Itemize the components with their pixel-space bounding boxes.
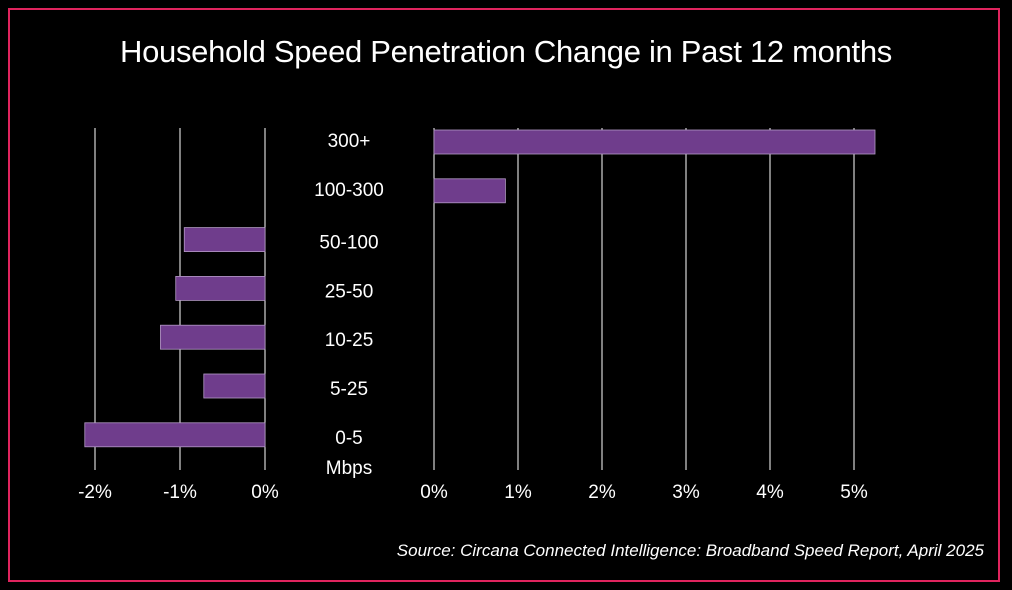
category-label: 5-25: [330, 379, 368, 400]
bar: [203, 373, 266, 399]
category-label: 10-25: [325, 330, 374, 351]
category-label: 0-5: [335, 428, 362, 449]
x-tick-label-negative: -2%: [78, 482, 112, 503]
x-tick-label-negative: -1%: [163, 482, 197, 503]
bar: [175, 275, 266, 301]
x-tick-label-positive: 4%: [756, 482, 784, 503]
bar: [84, 422, 266, 448]
bar: [433, 129, 876, 155]
category-label: 100-300: [314, 180, 384, 201]
category-axis-label: Mbps: [326, 458, 372, 479]
x-tick-label-negative: 0%: [251, 482, 279, 503]
chart-title: Household Speed Penetration Change in Pa…: [120, 34, 892, 69]
source-note: Source: Circana Connected Intelligence: …: [396, 541, 984, 560]
category-label: 50-100: [319, 233, 378, 254]
x-tick-label-positive: 0%: [420, 482, 448, 503]
x-tick-label-positive: 1%: [504, 482, 532, 503]
x-tick-label-positive: 3%: [672, 482, 700, 503]
bar: [433, 178, 506, 204]
chart-frame: [8, 8, 1000, 582]
bar: [160, 324, 266, 350]
x-tick-label-positive: 2%: [588, 482, 616, 503]
category-label: 25-50: [325, 281, 374, 302]
bar: [183, 227, 266, 253]
category-label: 300+: [328, 131, 371, 152]
x-tick-label-positive: 5%: [840, 482, 868, 503]
